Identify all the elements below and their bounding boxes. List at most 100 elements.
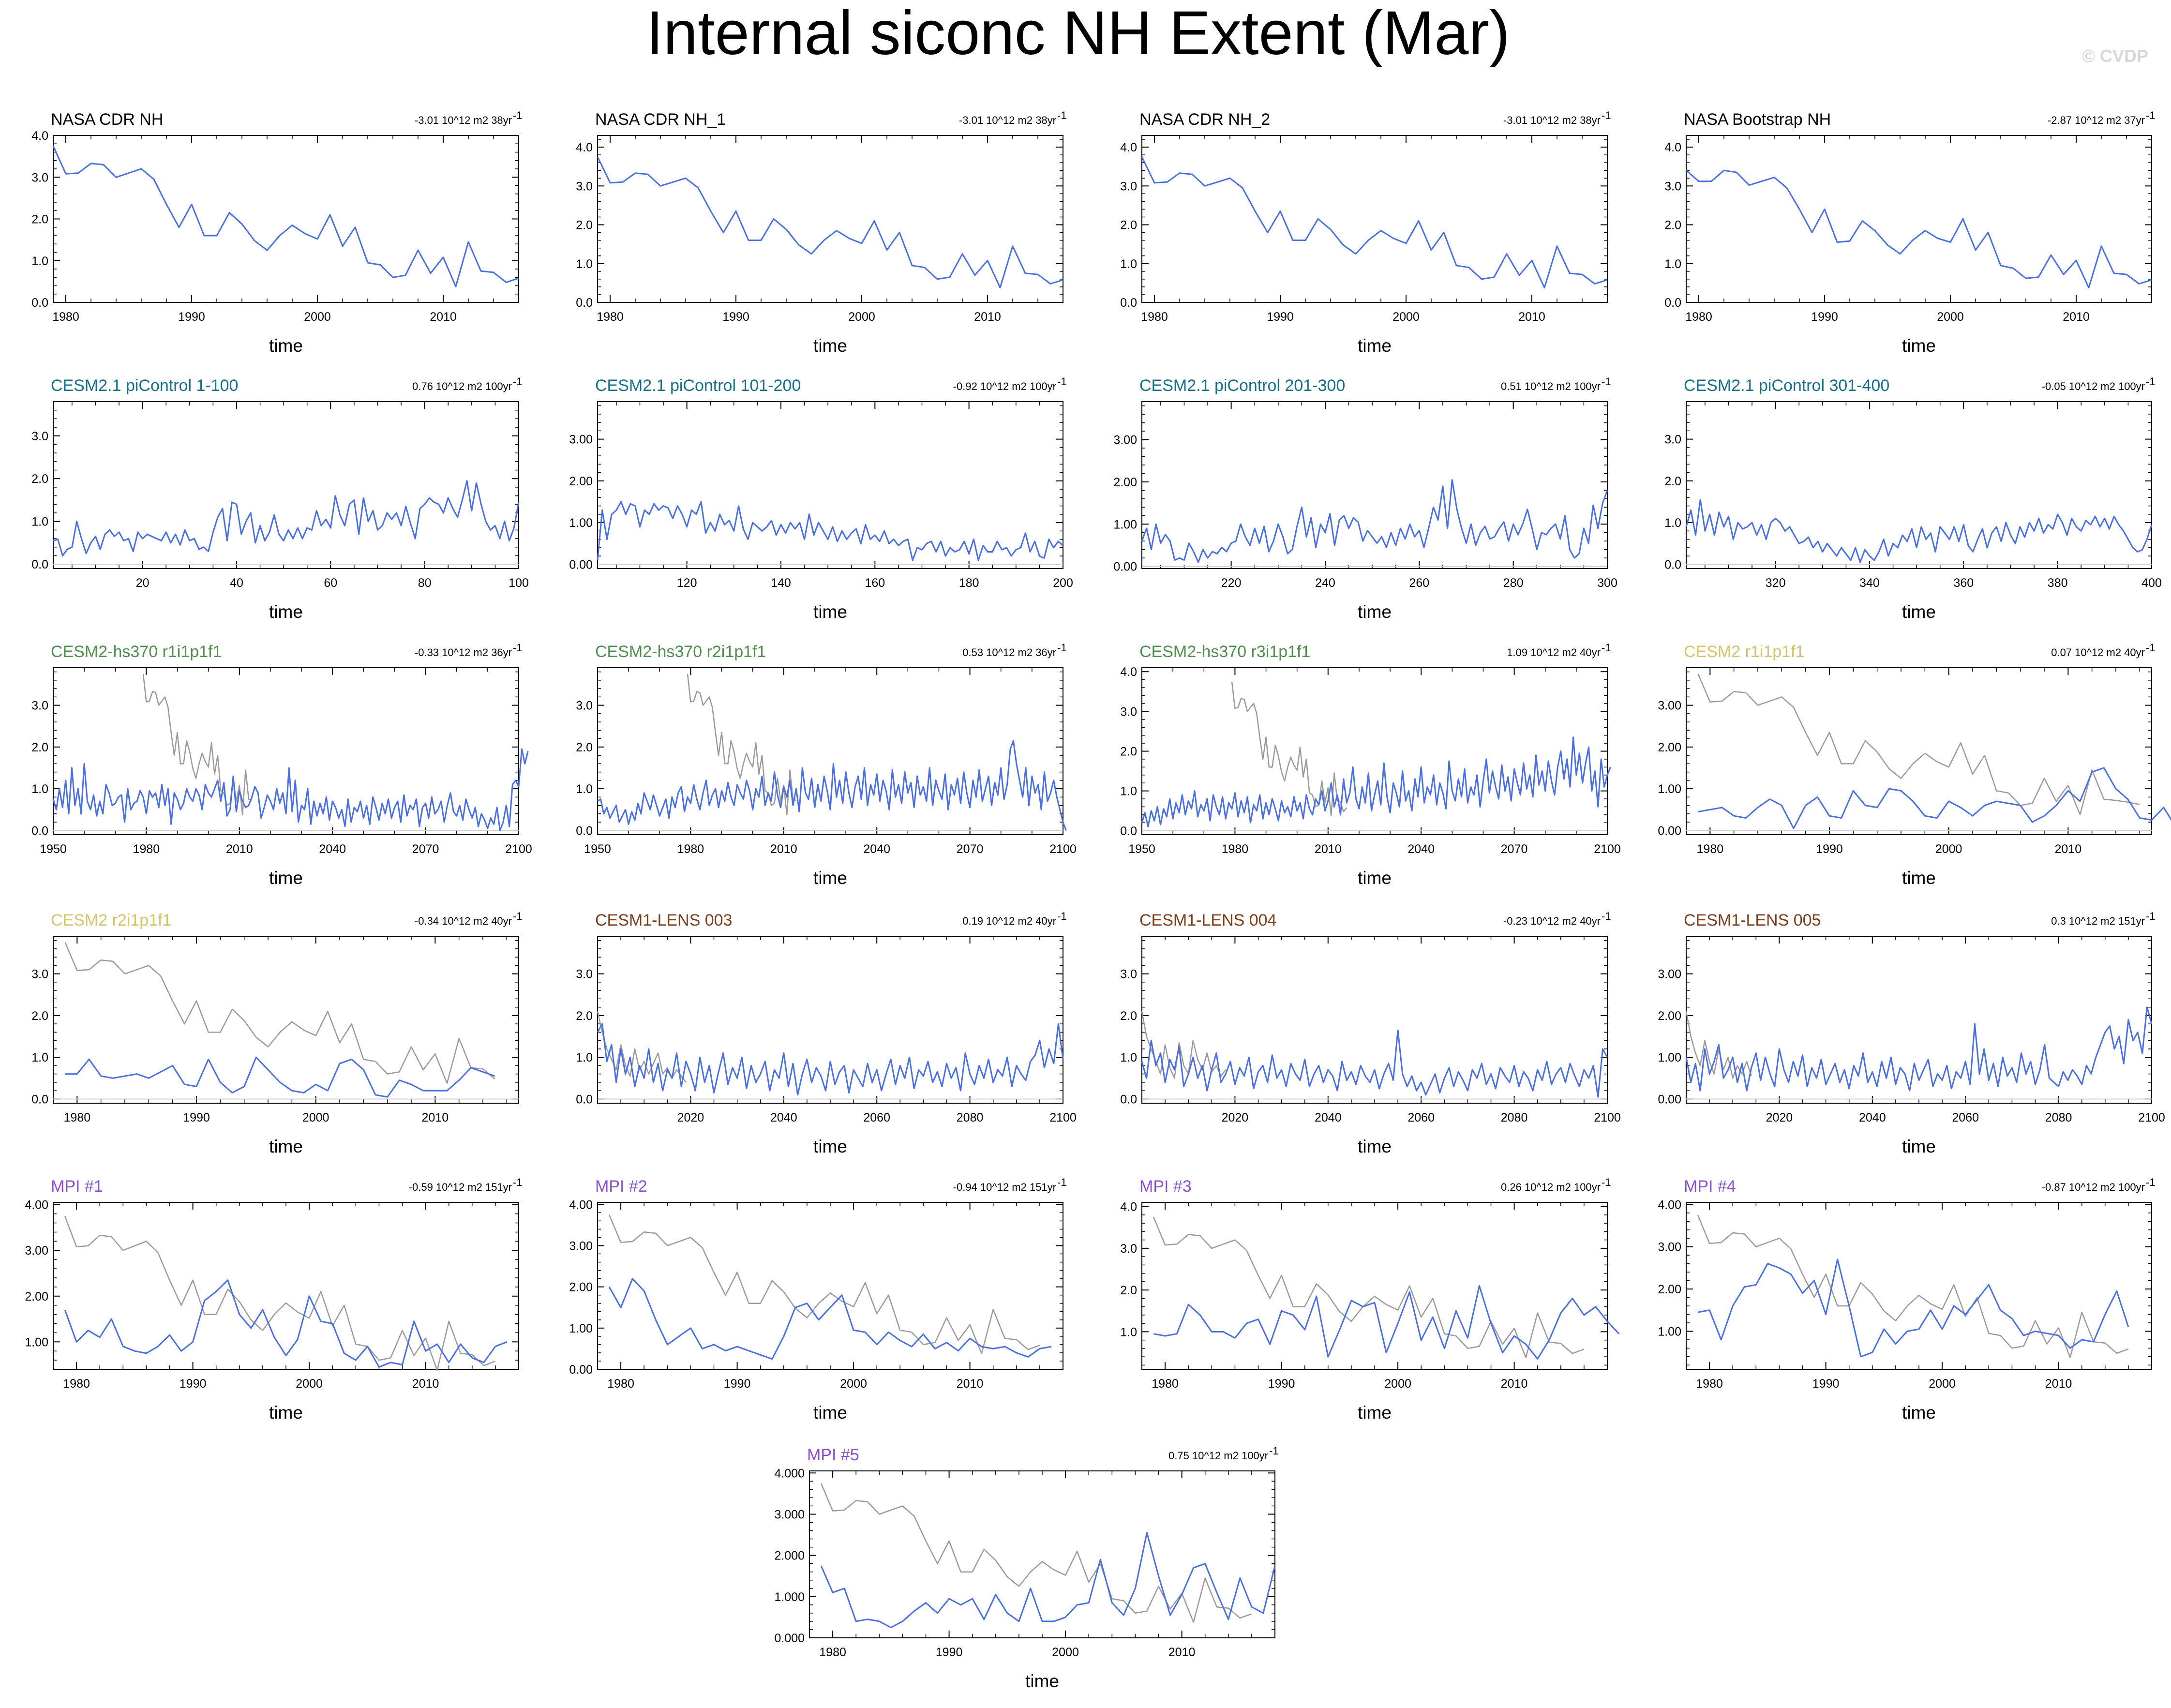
trend-superscript: -1 <box>1602 642 1611 654</box>
x-axis-label: time <box>1902 602 1936 622</box>
x-tick-label: 1980 <box>64 1111 91 1124</box>
plot-frame <box>53 667 519 835</box>
x-tick-label: 2060 <box>1952 1111 1979 1124</box>
y-tick-label: 1.0 <box>576 1051 593 1064</box>
y-tick-label: 3.0 <box>1120 705 1137 719</box>
y-tick-label: 2.0 <box>1664 219 1681 232</box>
x-tick-label: 80 <box>418 576 432 590</box>
model-series-line <box>1685 1006 2153 1092</box>
y-tick-label: 2.00 <box>1658 741 1681 754</box>
plot-frame <box>597 936 1063 1104</box>
x-tick-label: 2000 <box>1052 1646 1079 1659</box>
obs-series-line <box>820 1483 1252 1623</box>
y-tick-label: 2.0 <box>1120 1284 1137 1297</box>
x-tick-label: 1950 <box>1128 842 1155 856</box>
y-tick-label: 1.0 <box>1120 1325 1137 1339</box>
x-tick-label: 1990 <box>180 1377 207 1391</box>
trend-superscript: -1 <box>2146 642 2156 654</box>
trend-label: -3.01 10^12 m2 38yr <box>1503 114 1601 126</box>
x-tick-label: 220 <box>1221 576 1242 590</box>
panel-title: MPI #1 <box>51 1177 103 1196</box>
plot-frame <box>1686 401 2152 569</box>
y-tick-label: 4.0 <box>1120 141 1137 154</box>
panel-title: CESM2 r2i1p1f1 <box>51 911 171 929</box>
trend-superscript: -1 <box>2146 1176 2156 1188</box>
panel-title: CESM1-LENS 004 <box>1139 911 1276 929</box>
y-tick-label: 2.000 <box>774 1549 805 1563</box>
trend-superscript: -1 <box>513 910 523 922</box>
x-tick-label: 2070 <box>957 842 984 856</box>
x-tick-label: 1980 <box>607 1377 634 1391</box>
y-tick-label: 3.0 <box>576 968 593 981</box>
y-tick-label: 2.0 <box>576 1009 593 1023</box>
model-series-line <box>597 740 1067 831</box>
x-tick-label: 300 <box>1597 576 1617 590</box>
y-tick-label: 2.00 <box>1658 1009 1681 1023</box>
y-tick-label: 1.00 <box>569 516 593 530</box>
y-tick-label: 3.0 <box>31 430 48 443</box>
x-tick-label: 2010 <box>1518 310 1545 324</box>
x-tick-label: 2000 <box>1929 1377 1956 1391</box>
obs-series-line <box>1141 1011 1227 1079</box>
x-tick-label: 2010 <box>412 1377 439 1391</box>
x-tick-label: 1980 <box>52 310 79 324</box>
x-tick-label: 1990 <box>1812 1377 1840 1391</box>
x-tick-label: 2000 <box>1392 310 1420 324</box>
y-tick-label: 2.0 <box>31 213 48 226</box>
panel-p1: NASA CDR NH -3.01 10^12 m2 38yr -1 0.0 1.0 2.… <box>31 109 522 356</box>
y-tick-label: 1.0 <box>1120 257 1137 271</box>
x-tick-label: 2040 <box>1315 1111 1342 1124</box>
obs-series-line <box>608 1214 1040 1354</box>
y-tick-label: 0.0 <box>31 558 48 571</box>
panel-title: CESM2-hs370 r2i1p1f1 <box>595 643 766 661</box>
x-axis-label: time <box>269 602 303 622</box>
y-tick-label: 1.00 <box>1658 1325 1681 1338</box>
x-tick-label: 2040 <box>1859 1111 1886 1124</box>
x-tick-label: 2010 <box>226 842 253 856</box>
x-tick-label: 2100 <box>1049 842 1077 856</box>
y-tick-label: 3.0 <box>576 180 593 193</box>
y-tick-label: 3.000 <box>774 1508 805 1521</box>
x-tick-label: 2000 <box>1937 310 1964 324</box>
y-tick-label: 3.0 <box>1120 968 1137 981</box>
y-tick-label: 1.00 <box>1113 518 1137 531</box>
y-tick-label: 3.0 <box>31 968 48 981</box>
trend-label: -0.59 10^12 m2 151yr <box>409 1181 512 1193</box>
plot-frame <box>1141 135 1608 303</box>
y-tick-label: 1.0 <box>1120 1051 1137 1064</box>
trend-superscript: -1 <box>1057 1176 1067 1188</box>
x-axis-label: time <box>813 868 847 888</box>
model-series-line <box>597 501 1064 561</box>
y-tick-label: 4.000 <box>774 1467 805 1480</box>
y-tick-label: 3.0 <box>31 171 48 184</box>
y-tick-label: 3.00 <box>1658 699 1681 713</box>
y-tick-label: 3.00 <box>569 1239 593 1253</box>
watermark-text: © CVDP <box>2082 46 2148 66</box>
y-tick-label: 1.0 <box>31 255 48 268</box>
x-tick-label: 1980 <box>1685 310 1712 324</box>
x-axis-label: time <box>1358 602 1392 622</box>
trend-superscript: -1 <box>513 1176 523 1188</box>
trend-label: -0.34 10^12 m2 40yr <box>415 915 512 927</box>
model-series-line <box>1141 736 1611 828</box>
y-tick-label: 2.0 <box>31 1009 48 1023</box>
model-series-line <box>597 1023 1064 1096</box>
panel-title: NASA CDR NH_2 <box>1139 110 1270 129</box>
trend-label: 1.09 10^12 m2 40yr <box>1507 646 1601 659</box>
panel-p19: MPI #3 0.26 10^12 m2 100yr -1 1.0 2.0 3.0 4.0 1… <box>1120 1176 1620 1423</box>
x-tick-label: 2080 <box>957 1111 984 1124</box>
trend-label: -0.33 10^12 m2 36yr <box>415 646 512 659</box>
x-tick-label: 2020 <box>1222 1111 1249 1124</box>
trend-label: 0.76 10^12 m2 100yr <box>412 380 512 392</box>
x-tick-label: 2000 <box>304 310 331 324</box>
panel-title: CESM2.1 piControl 201-300 <box>1139 376 1345 395</box>
x-tick-label: 20 <box>136 576 150 590</box>
y-tick-label: 1.00 <box>1658 1051 1681 1064</box>
trend-superscript: -1 <box>2146 109 2156 121</box>
y-tick-label: 0.0 <box>576 824 593 838</box>
x-tick-label: 2000 <box>1935 842 1962 856</box>
y-tick-label: 1.0 <box>31 1051 48 1064</box>
y-tick-label: 2.00 <box>569 1281 593 1294</box>
trend-label: -0.23 10^12 m2 40yr <box>1503 915 1601 927</box>
plot-frame <box>1141 401 1608 569</box>
